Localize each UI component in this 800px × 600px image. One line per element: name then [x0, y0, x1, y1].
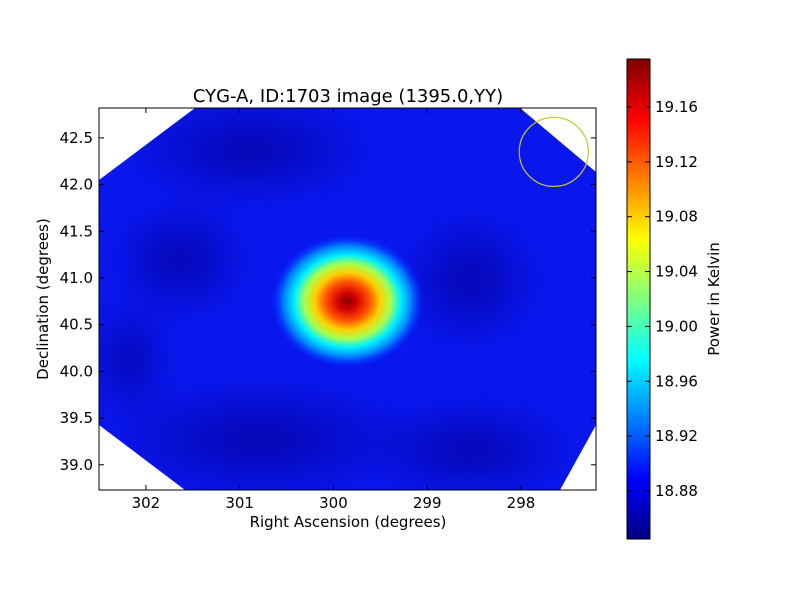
colorbar-tick-label: 19.16	[655, 98, 698, 116]
colorbar-gradient	[627, 59, 650, 539]
plot-frame	[98, 107, 597, 491]
x-axis-label: Right Ascension (degrees)	[250, 513, 447, 531]
dark-patches	[99, 108, 580, 490]
colorbar: 18.88 18.92 18.96 19.00 19.04 19.08 19.12 19.16…	[626, 58, 723, 540]
x-tick-label: 302	[132, 494, 161, 512]
image-footprint	[99, 108, 596, 490]
colorbar-tick-label: 19.04	[655, 263, 698, 281]
x-tick-label: 300	[319, 494, 348, 512]
x-axis: 302 301 300 299 298	[132, 108, 536, 512]
colorbar-tick-label: 18.88	[655, 482, 698, 500]
colorbar-tick-label: 19.00	[655, 317, 698, 335]
y-tick-label: 42.5	[60, 129, 93, 147]
colorbar-tick-label: 18.92	[655, 427, 698, 445]
x-tick-label: 301	[225, 494, 254, 512]
y-tick-label: 41.5	[60, 222, 93, 240]
chart-title: CYG-A, ID:1703 image (1395.0,YY)	[193, 86, 503, 107]
y-tick-label: 39.5	[60, 409, 93, 427]
colorbar-ticks: 18.88 18.92 18.96 19.00 19.04 19.08 19.12 19.16	[627, 98, 698, 500]
colorbar-tick-label: 19.12	[655, 153, 698, 171]
x-tick-label: 299	[413, 494, 442, 512]
y-tick-label: 42.0	[60, 176, 93, 194]
y-tick-label: 41.0	[60, 269, 93, 287]
y-axis-label: Declination (degrees)	[34, 218, 52, 380]
plot-area	[98, 107, 597, 491]
source-peak	[269, 233, 426, 370]
colorbar-label: Power in Kelvin	[705, 242, 723, 356]
colorbar-frame	[626, 58, 651, 540]
x-tick-label: 298	[507, 494, 536, 512]
y-tick-label: 40.5	[60, 316, 93, 334]
colorbar-tick-label: 18.96	[655, 372, 698, 390]
y-axis: 39.0 39.5 40.0 40.5 41.0 41.5 42.0 42.5	[60, 129, 596, 474]
beam-circle	[518, 116, 589, 188]
colorbar-tick-label: 19.08	[655, 208, 698, 226]
y-tick-label: 39.0	[60, 456, 93, 474]
y-tick-label: 40.0	[60, 362, 93, 380]
